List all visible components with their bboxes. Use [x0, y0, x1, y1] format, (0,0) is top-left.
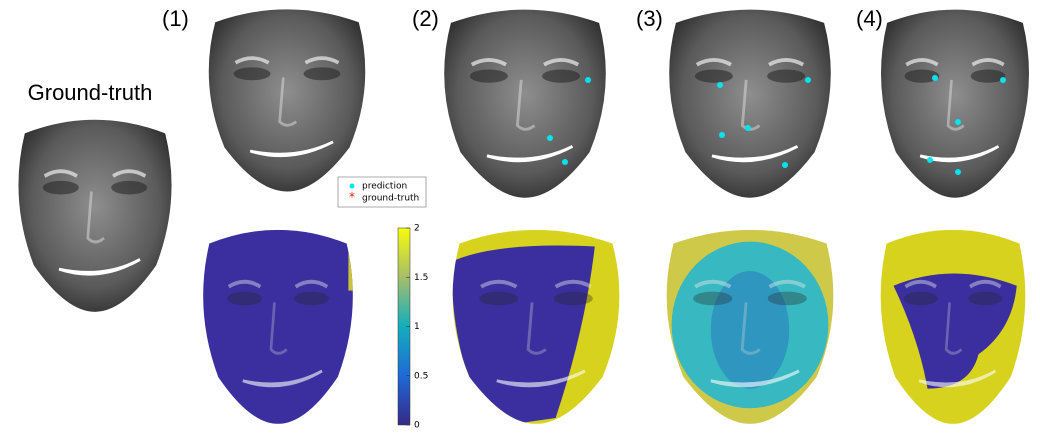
panel-label: (3) [636, 6, 663, 31]
face-render [444, 9, 606, 198]
ground-truth-title: Ground-truth [28, 80, 153, 105]
face-render [669, 9, 831, 198]
colorbar-tick-label: 1 [414, 322, 420, 332]
legend-box [337, 176, 427, 208]
legend: prediction * ground-truth [349, 182, 419, 205]
legend-marker [349, 183, 355, 189]
face-render [18, 119, 172, 312]
panel-label: (1) [162, 6, 189, 31]
landmarks [547, 75, 1006, 175]
face-render [881, 9, 1029, 198]
panel-label: (4) [856, 6, 883, 31]
legend-label: ground-truth [362, 194, 419, 204]
legend-label: prediction [362, 182, 407, 192]
error-map [452, 229, 620, 424]
face-render [208, 9, 366, 192]
colorbar-tick-label: 1.5 [414, 273, 428, 283]
colorbar-tick-label: 0.5 [414, 371, 428, 381]
error-map [880, 229, 1026, 424]
error-map [203, 229, 353, 424]
panel-label: (2) [412, 6, 439, 31]
colorbar-ticks: 0 0.5 1 1.5 2 [406, 224, 428, 431]
colorbar-tick-label: 2 [414, 224, 420, 234]
legend-marker: * [349, 190, 355, 204]
colorbar-tick-label: 0 [414, 421, 420, 431]
error-map [666, 229, 834, 424]
